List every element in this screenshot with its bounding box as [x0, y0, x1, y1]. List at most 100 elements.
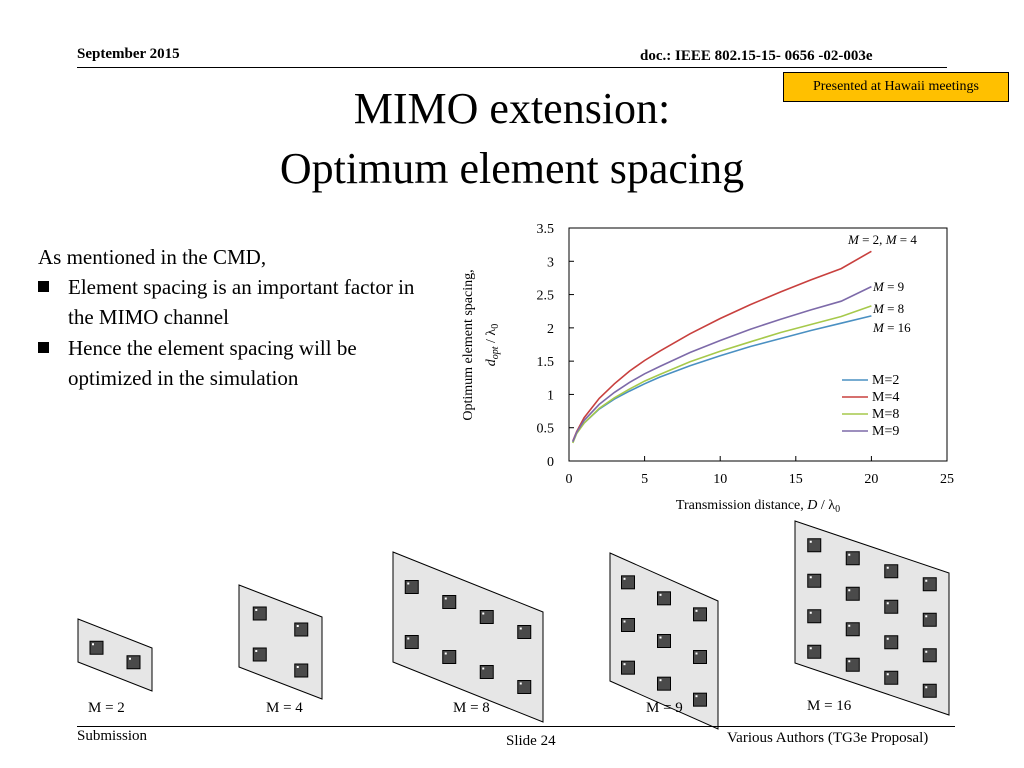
antenna-element-icon [922, 577, 937, 592]
antenna-element-dot [92, 643, 94, 646]
antenna-element-dot [623, 620, 626, 623]
antenna-element-dot [255, 609, 258, 611]
series-line-m2 [572, 315, 872, 443]
antenna-element-dot [886, 602, 889, 605]
antenna-element-dot [695, 652, 698, 655]
antenna-element-dot [623, 577, 626, 580]
antenna-element-dot [296, 625, 299, 627]
bullet-square-icon [38, 281, 49, 292]
antenna-element-icon [884, 599, 899, 614]
x-tick-label: 25 [940, 472, 954, 487]
antenna-element-icon [252, 647, 267, 662]
array-label-text: M = 16 [807, 698, 852, 714]
antenna-element-icon [693, 607, 707, 622]
array-label-text: M = 4 [266, 700, 303, 716]
footer-left: Submission [77, 728, 148, 744]
antenna-element-dot [886, 566, 889, 569]
y-axis-label-symbol: dopt / λ0 [484, 324, 501, 366]
antenna-element-dot [809, 576, 812, 579]
header-doc-id: doc.: IEEE 802.15-15- 0656 -02-003e [640, 48, 873, 64]
antenna-element-dot [886, 673, 889, 676]
x-tick-label: 10 [713, 472, 727, 487]
series-lines [572, 250, 872, 444]
antenna-element-dot [886, 637, 889, 640]
legend-label: M=4 [872, 390, 899, 405]
antenna-element-dot [848, 624, 851, 627]
array-panel [794, 520, 950, 716]
antenna-element-icon [922, 648, 937, 663]
annotation-m9: M = 9 [872, 279, 904, 294]
antenna-element-dot [407, 637, 410, 640]
array-label-m4: M = 4 [266, 700, 303, 717]
antenna-element-dot [659, 679, 662, 682]
array-panel [238, 584, 323, 700]
antenna-element-dot [129, 657, 131, 660]
x-tick-label: 0 [566, 472, 573, 487]
bullet-item: Element spacing is an important factor i… [38, 272, 438, 332]
array-label-m8: M = 8 [453, 700, 490, 717]
bullet-text: Hence the element spacing will be optimi… [68, 336, 357, 390]
antenna-element-icon [922, 612, 937, 627]
antenna-element-dot [255, 650, 258, 652]
antenna-element-icon [884, 635, 899, 650]
antenna-element-icon [845, 622, 860, 637]
antenna-element-icon [657, 634, 671, 648]
header-rule [77, 67, 947, 68]
y-tick-label: 3 [547, 255, 554, 270]
antenna-element-dot [848, 553, 851, 556]
y-tick-label: 1.5 [537, 355, 555, 370]
antenna-element-dot [659, 636, 662, 639]
antenna-element-dot [925, 650, 928, 653]
antenna-element-icon [404, 635, 419, 649]
legend-label: M=8 [872, 407, 899, 422]
footer-rule [77, 726, 955, 727]
array-label-text: M = 8 [453, 700, 490, 716]
bullet-square-icon [38, 342, 49, 353]
antenna-element-dot [296, 666, 299, 668]
antenna-element-icon [807, 573, 822, 588]
antenna-element-icon [884, 670, 899, 685]
series-line-m4 [572, 250, 872, 442]
y-ticks: 0 0.5 1 1.5 2 2.5 3 3.5 [537, 222, 574, 470]
antenna-element-icon [517, 625, 532, 639]
antenna-element-dot [659, 593, 662, 596]
antenna-element-dot [848, 589, 851, 592]
antenna-element-icon [294, 663, 309, 678]
slide-title-line2: Optimum element spacing [279, 144, 745, 193]
antenna-element-icon [252, 606, 267, 621]
y-tick-label: 0.5 [537, 422, 555, 437]
antenna-element-dot [809, 540, 812, 543]
array-label-m2: M = 2 [88, 700, 125, 717]
spacing-chart: 0 0.5 1 1.5 2 2.5 3 3.5 0 5 10 15 20 25 Optimum elem… [461, 222, 954, 515]
chart-legend: M=2 M=4 M=8 M=9 [842, 373, 899, 439]
antenna-element-icon [922, 683, 937, 698]
annotation-m16: M = 16 [872, 320, 911, 335]
x-ticks: 0 5 10 15 20 25 [566, 456, 954, 487]
antenna-element-dot [407, 582, 410, 585]
antenna-element-icon [621, 575, 635, 590]
antenna-element-icon [884, 564, 899, 579]
footer-slide-number: Slide 24 [506, 733, 556, 749]
antenna-element-icon [807, 644, 822, 659]
y-tick-label: 3.5 [537, 222, 555, 237]
series-line-m9 [572, 285, 872, 443]
antenna-element-icon [479, 610, 494, 624]
antenna-element-icon [89, 640, 104, 655]
x-tick-label: 15 [789, 472, 803, 487]
antenna-element-dot [444, 597, 447, 600]
array-panel [77, 618, 153, 692]
antenna-element-icon [693, 692, 707, 707]
bullet-text: Element spacing is an important factor i… [68, 275, 415, 329]
antenna-element-dot [519, 627, 522, 630]
antenna-element-icon [657, 676, 671, 691]
y-tick-label: 1 [547, 388, 554, 403]
antenna-element-dot [695, 695, 698, 698]
y-axis-label: Optimum element spacing, [461, 269, 476, 420]
presented-badge: Presented at Hawaii meetings [783, 72, 1009, 102]
y-tick-label: 0 [547, 455, 554, 470]
x-tick-label: 5 [641, 472, 648, 487]
bullet-item: Hence the element spacing will be optimi… [38, 333, 438, 393]
antenna-element-dot [925, 615, 928, 618]
antenna-element-icon [517, 680, 532, 694]
antenna-element-dot [519, 682, 522, 685]
